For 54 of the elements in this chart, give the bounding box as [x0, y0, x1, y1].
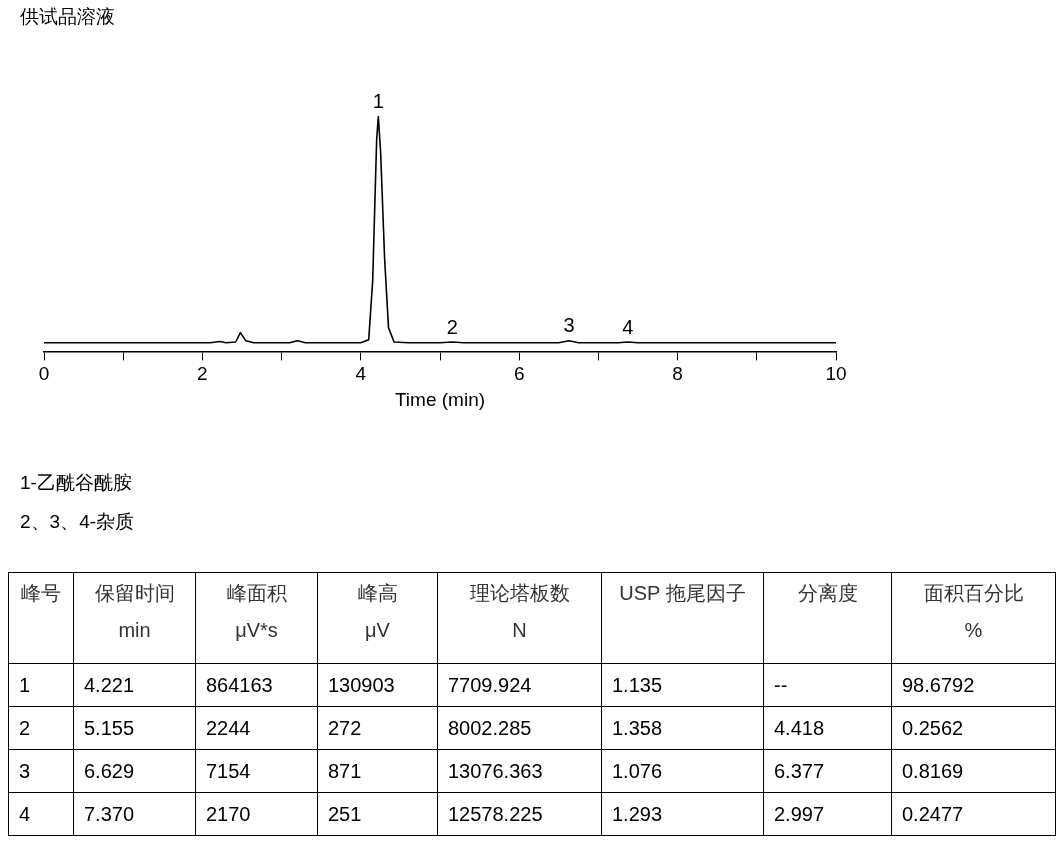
y-tick-label: 4: [8, 792, 74, 836]
data-label: 13076.363: [437, 749, 602, 793]
x-tick-label: 峰高 μV: [317, 572, 438, 664]
chart-title: 供试品溶液: [20, 5, 115, 29]
data-label: 1.358: [601, 706, 764, 750]
data-label: 272: [317, 706, 438, 750]
data-label: 12578.225: [437, 792, 602, 836]
data-label: 2244: [195, 706, 318, 750]
data-label: 2170: [195, 792, 318, 836]
annotation: 3: [563, 314, 575, 337]
x-tick-label: 0: [38, 363, 50, 385]
data-label: 6.377: [763, 749, 892, 793]
data-label: 98.6792: [891, 663, 1056, 707]
y-axis-title: 峰号: [8, 572, 74, 664]
x-tick-label: 4: [355, 363, 367, 385]
x-tick-label: 峰面积 μV*s: [195, 572, 318, 664]
data-label: 1.135: [601, 663, 764, 707]
annotation: 4: [622, 315, 634, 338]
data-label: 0.2562: [891, 706, 1056, 750]
data-label: 4.221: [73, 663, 196, 707]
x-axis-title: Time (min): [394, 388, 486, 410]
data-label: 2.997: [763, 792, 892, 836]
x-tick-label: 面积百分比 %: [891, 572, 1056, 664]
y-tick-label: 2: [8, 706, 74, 750]
data-label: 0.2477: [891, 792, 1056, 836]
data-label: 7.370: [73, 792, 196, 836]
x-tick-label: 保留时间 min: [73, 572, 196, 664]
x-tick-label: 理论塔板数 N: [437, 572, 602, 664]
annotation: 2: [446, 315, 458, 338]
x-tick-label: USP 拖尾因子: [601, 572, 764, 664]
data-label: 8002.285: [437, 706, 602, 750]
annotation: 1: [372, 90, 384, 113]
x-tick-label: 2: [197, 363, 208, 385]
x-tick-label: 6: [513, 363, 525, 385]
data-label: 5.155: [73, 706, 196, 750]
text: --: [774, 673, 788, 696]
text: 2、3、4-杂质: [20, 510, 135, 534]
data-label: 1.076: [601, 749, 764, 793]
y-tick-label: 1: [8, 663, 74, 707]
data-label: 251: [317, 792, 438, 836]
data-label: 4.418: [763, 706, 892, 750]
data-label: 130903: [317, 663, 438, 707]
data-label: 864163: [195, 663, 318, 707]
x-tick-label: 10: [825, 363, 847, 385]
data-label: 1.293: [601, 792, 764, 836]
data-label: 0.8169: [891, 749, 1056, 793]
data-label: 871: [317, 749, 438, 793]
y-tick-label: 3: [8, 749, 74, 793]
data-label: 7154: [195, 749, 318, 793]
data-label: 6.629: [73, 749, 196, 793]
text: 1-乙酰谷酰胺: [20, 471, 133, 495]
x-tick-label: 8: [672, 363, 683, 385]
x-tick-label: 分离度: [763, 572, 892, 664]
data-label: 7709.924: [437, 663, 602, 707]
